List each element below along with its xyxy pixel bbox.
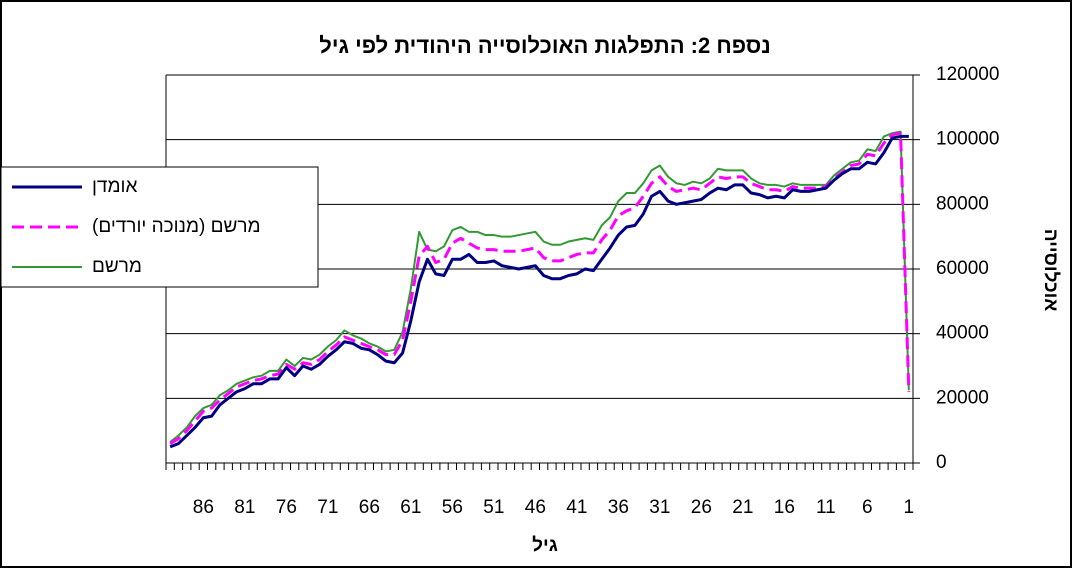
x-tick-label: 66 [359,497,380,518]
x-tick-label: 71 [317,497,338,518]
y-tick-label: 20000 [936,387,989,408]
x-tick-label: 11 [816,497,836,518]
x-tick-label: 56 [442,497,463,518]
x-tick-label: 61 [400,497,421,518]
x-tick-label: 1 [904,497,915,518]
legend-label: מרשם [92,256,142,277]
x-tick-label: 16 [774,497,795,518]
chart-title: נספח 2: התפלגות האוכלוסייה היהודית לפי ג… [319,33,771,58]
x-tick-label: 51 [483,497,504,518]
series-line [169,134,909,449]
x-tick-label: 26 [691,497,712,518]
legend-label: אומדן [92,176,137,197]
y-axis-label: אוכלוסייה [1040,229,1061,312]
x-tick-label: 21 [732,497,753,518]
y-tick-label: 60000 [936,258,989,279]
x-tick-label: 76 [276,497,297,518]
x-tick-label: 36 [608,497,629,518]
x-tick-label: 81 [234,497,255,518]
series-line [169,131,911,445]
series-line [169,130,910,443]
x-axis-label: גיל [532,535,558,556]
y-tick-label: 80000 [936,193,989,214]
y-tick-label: 120000 [936,64,999,85]
legend-label: מרשם (מנוכה יורדים) [92,216,261,237]
x-tick-label: 31 [649,497,670,518]
x-tick-label: 86 [193,497,214,518]
y-tick-label: 40000 [936,323,989,344]
x-tick-label: 46 [525,497,546,518]
y-tick-label: 100000 [936,129,999,150]
x-tick-label: 6 [862,497,873,518]
y-tick-label: 0 [936,452,947,473]
x-tick-label: 41 [566,497,587,518]
